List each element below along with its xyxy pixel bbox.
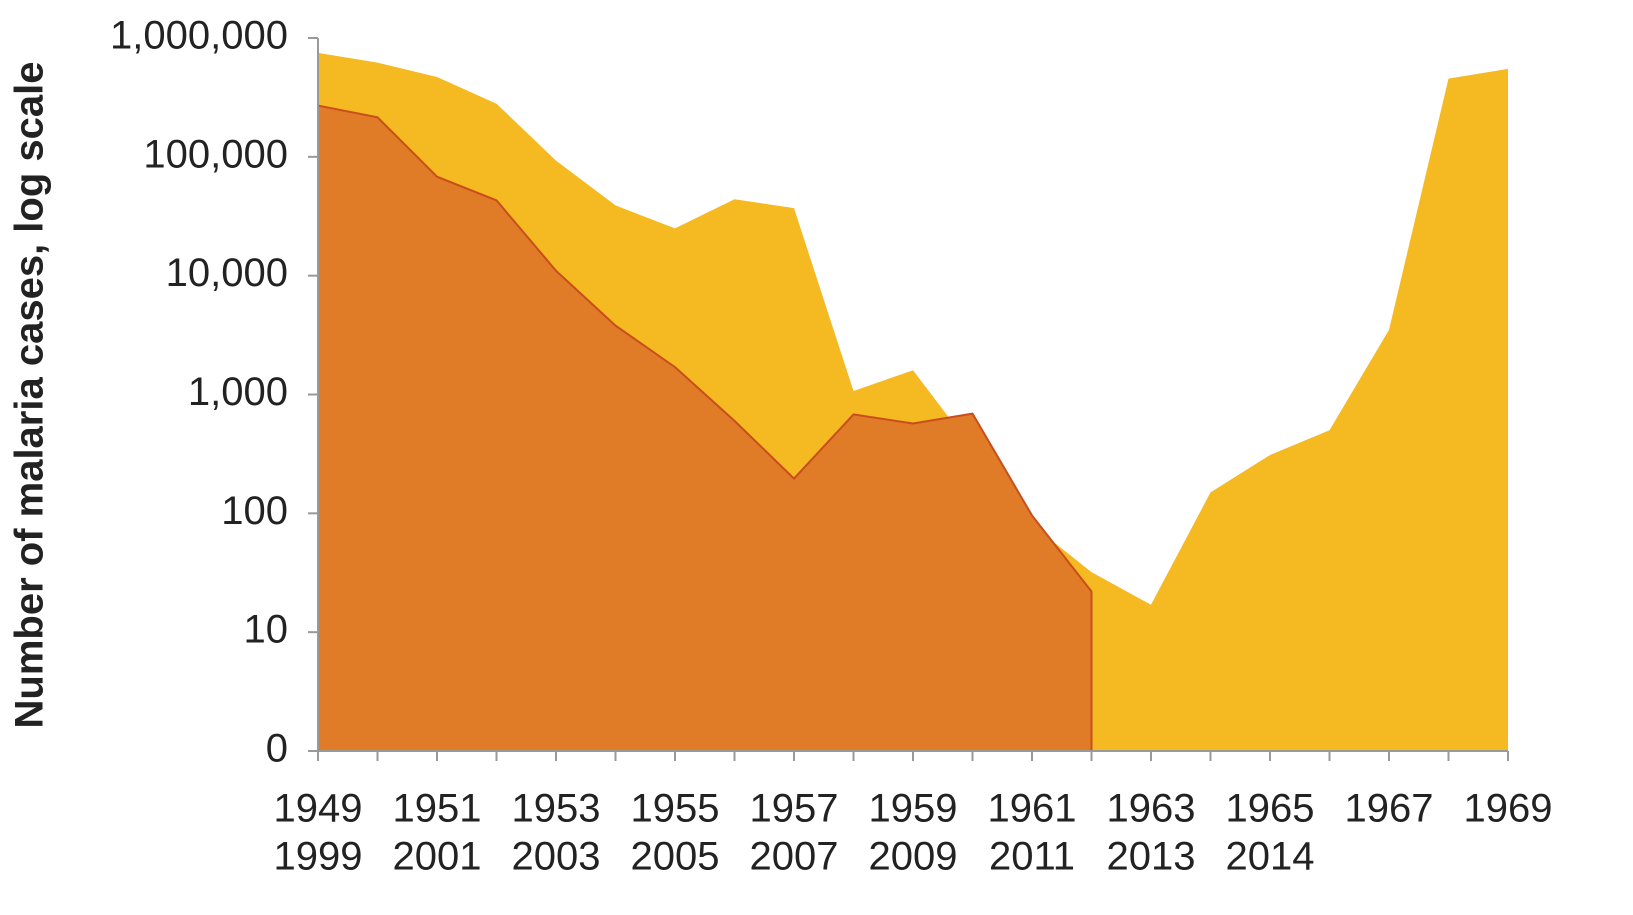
x-tick-label-2: 2003 [512, 835, 601, 879]
y-tick-label: 1,000,000 [110, 14, 288, 58]
x-tick-label: 1951 [393, 787, 482, 831]
x-tick-label-2: 2013 [1107, 835, 1196, 879]
x-tick-label: 1963 [1107, 787, 1196, 831]
x-tick-label-2: 2011 [989, 835, 1075, 879]
y-tick-label: 100,000 [143, 132, 288, 176]
x-tick-label: 1967 [1345, 787, 1434, 831]
x-tick-label: 1953 [512, 787, 601, 831]
y-tick-label: 10 [244, 608, 289, 652]
x-tick-label-2: 2001 [393, 835, 482, 879]
area-outline [317, 104, 1093, 751]
x-tick-label-2: 2009 [869, 835, 958, 879]
x-tick-label-2: 2007 [750, 835, 839, 879]
area [318, 105, 1092, 751]
y-tick-label: 0 [266, 727, 288, 771]
x-tick-label: 1959 [869, 787, 958, 831]
y-tick-label: 1,000 [188, 370, 288, 414]
x-tick-label-2: 2005 [631, 835, 720, 879]
y-axis-label: Number of malaria cases, log scale [8, 62, 52, 729]
y-tick-label: 10,000 [166, 251, 288, 295]
x-tick-label-2: 2014 [1226, 835, 1315, 879]
x-tick-label: 1957 [750, 787, 839, 831]
x-tick-label: 1949 [274, 787, 363, 831]
x-tick-label-2: 1999 [274, 835, 363, 879]
x-tick-label: 1965 [1226, 787, 1315, 831]
x-tick-label: 1955 [631, 787, 720, 831]
y-tick-label: 100 [221, 489, 288, 533]
x-tick-label: 1961 [988, 787, 1077, 831]
x-tick-label: 1969 [1464, 787, 1553, 831]
